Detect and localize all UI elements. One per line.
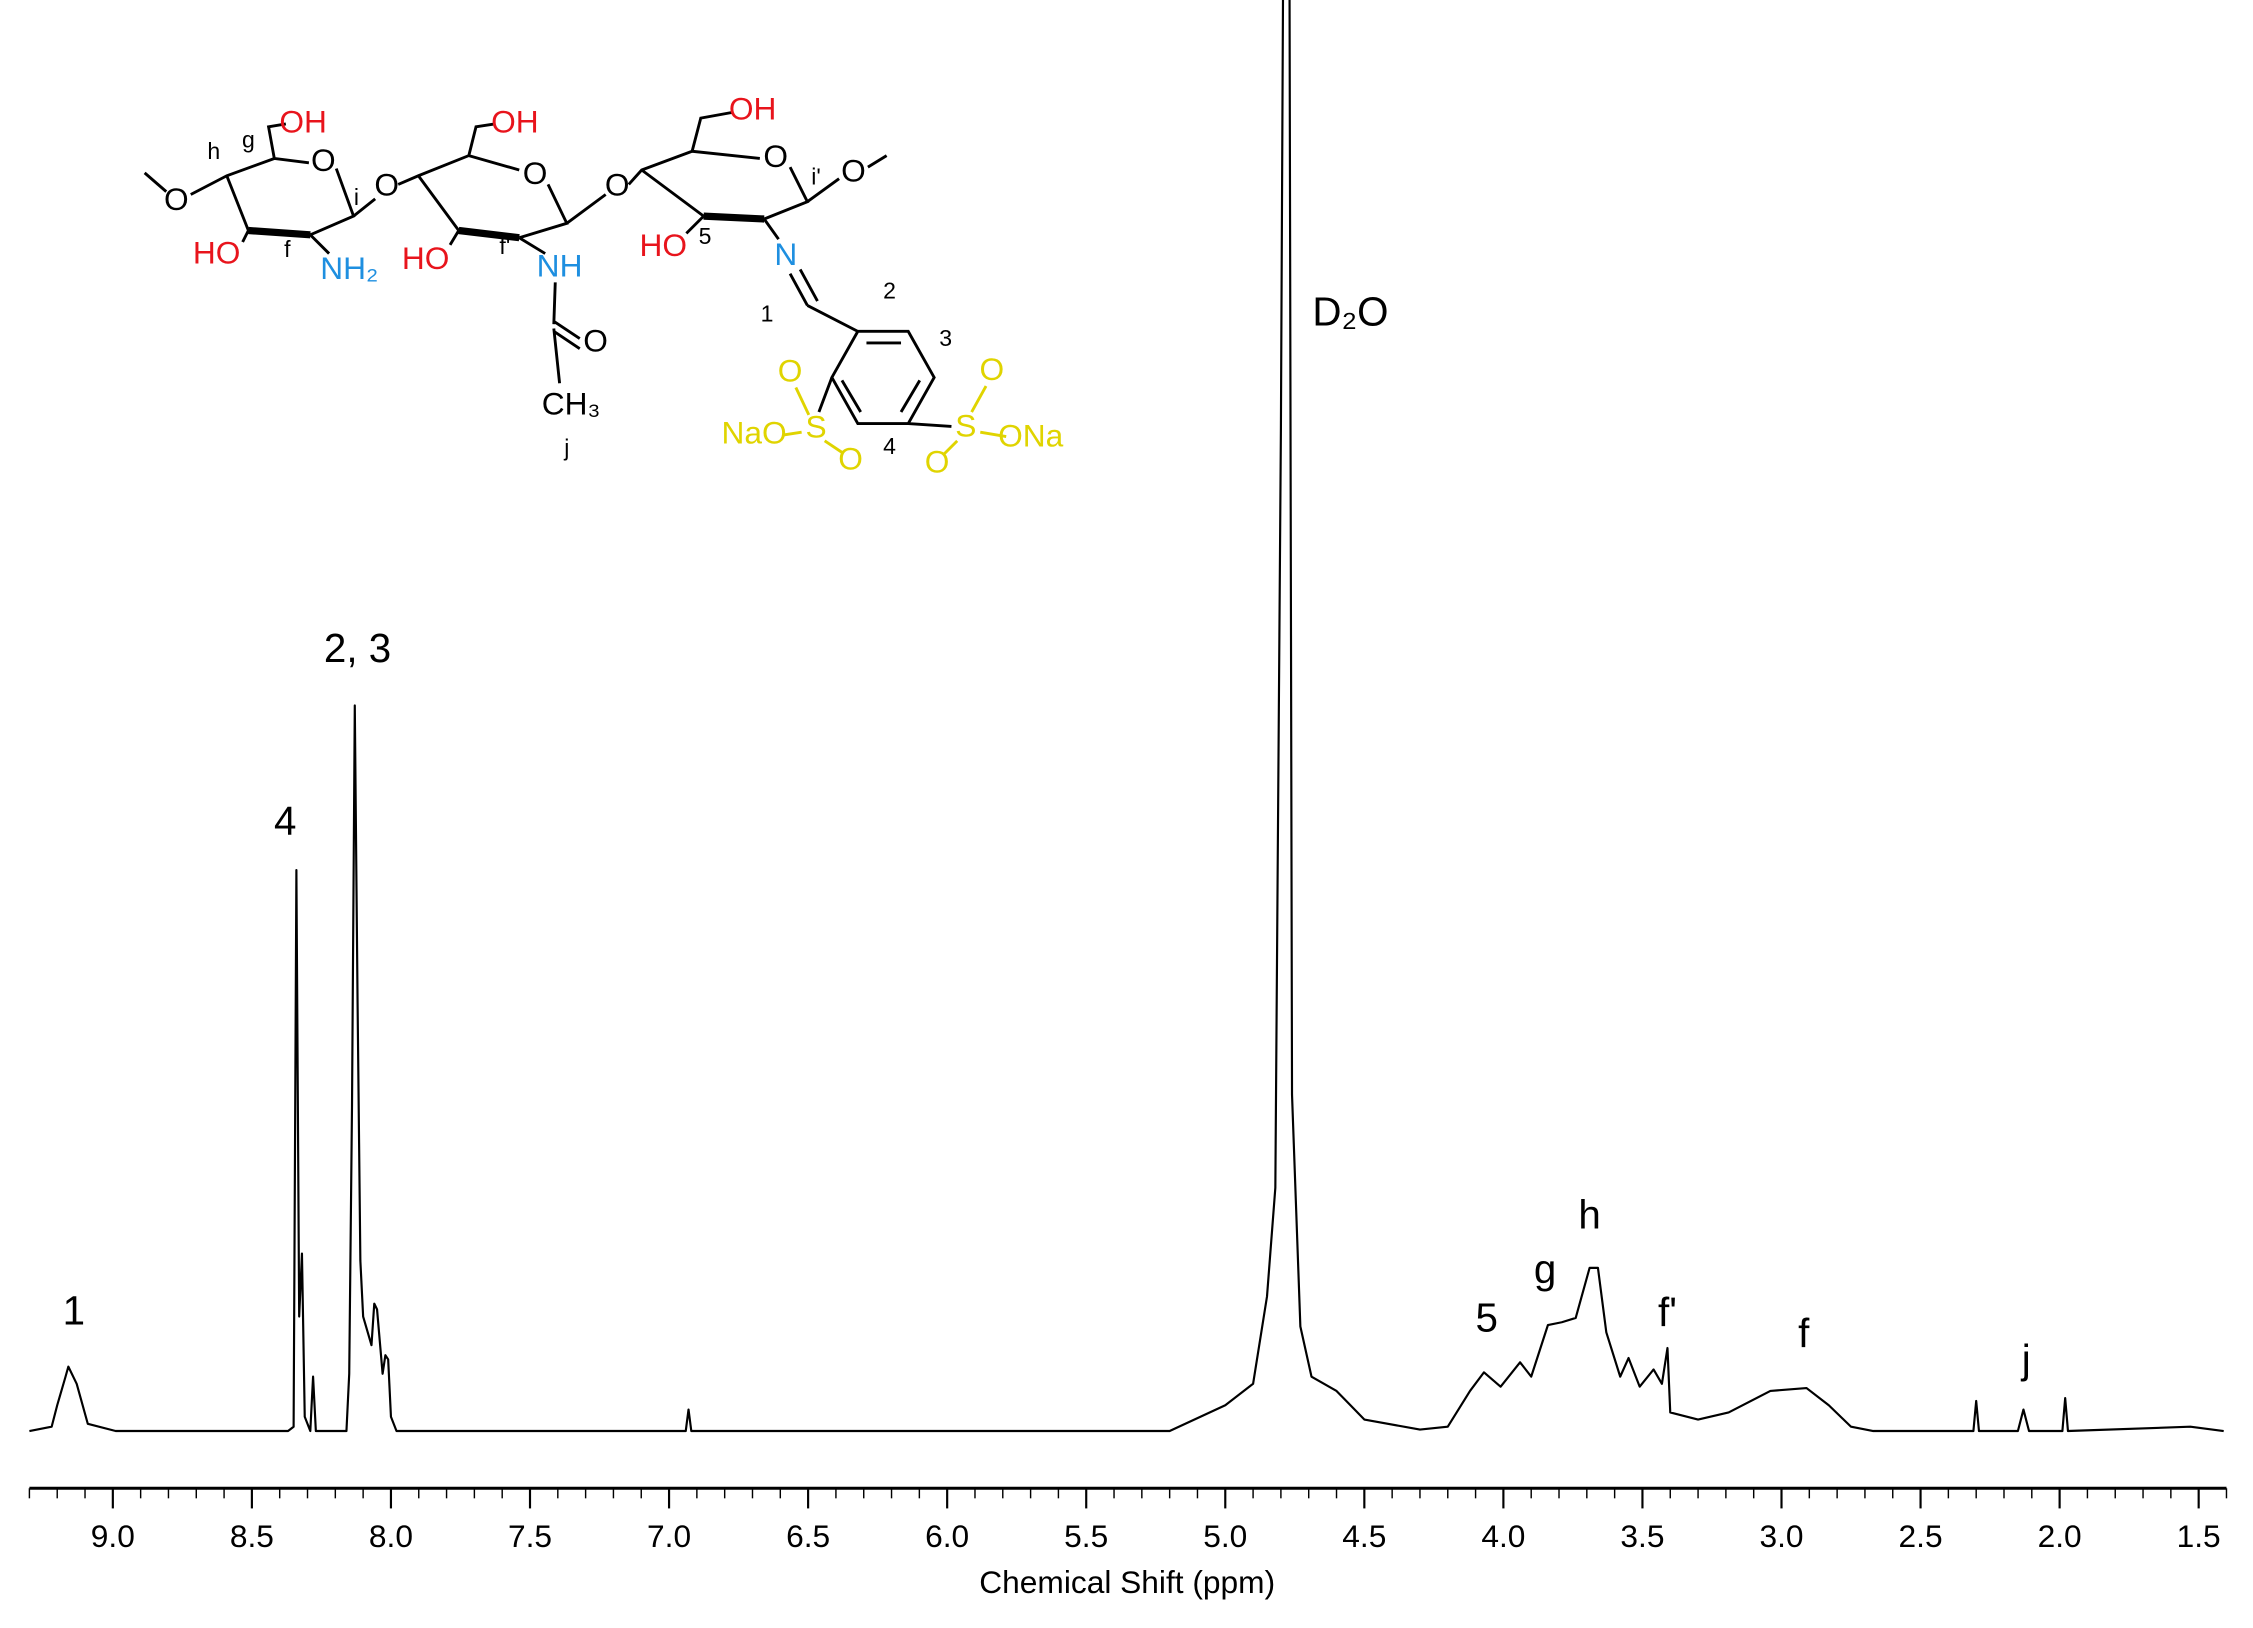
peak-label: h <box>1578 1191 1600 1237</box>
structure-label: f' <box>499 233 510 259</box>
structure-label: O <box>778 353 803 389</box>
structure-label: 2 <box>883 278 896 304</box>
structure-label: S <box>805 409 826 445</box>
structure-label: i' <box>811 164 821 190</box>
x-tick-label: 7.0 <box>647 1518 691 1554</box>
structure-label: 5 <box>699 223 712 249</box>
structure-label: f <box>284 236 291 262</box>
peak-label: g <box>1534 1246 1556 1292</box>
structure-label: g <box>242 126 255 152</box>
structure-label: OH <box>279 103 327 139</box>
x-tick-label: 2.5 <box>1899 1518 1943 1554</box>
peak-label: f <box>1798 1310 1810 1356</box>
peak-label: 1 <box>63 1287 85 1333</box>
structure-label: O <box>523 155 548 191</box>
structure-label: O <box>838 440 863 476</box>
x-tick-label: 5.0 <box>1203 1518 1247 1554</box>
structure-label: N <box>774 236 797 272</box>
structure-label: O <box>841 152 866 188</box>
peak-label: 4 <box>274 798 296 844</box>
structure-label: O <box>311 142 336 178</box>
structure-label: O <box>925 443 950 479</box>
structure-label: OH <box>491 103 539 139</box>
structure-label: O <box>605 167 630 203</box>
x-tick-label: 6.0 <box>925 1518 969 1554</box>
x-tick-label: 5.5 <box>1064 1518 1108 1554</box>
structure-bonds <box>143 110 1007 457</box>
x-axis-title: Chemical Shift (ppm) <box>979 1564 1275 1600</box>
peak-label: 2, 3 <box>324 625 391 671</box>
peak-label: f' <box>1658 1289 1677 1335</box>
spectrum-line <box>29 0 2224 1433</box>
structure-label: O <box>583 322 608 358</box>
peak-label: 5 <box>1475 1294 1497 1340</box>
x-tick-label: 8.5 <box>230 1518 274 1554</box>
structure-label: HO <box>193 234 241 270</box>
structure-label: 3 <box>939 325 952 351</box>
x-tick-label: 3.5 <box>1620 1518 1664 1554</box>
ticks: 9.0 8.5 8.0 7.5 7.0 6.5 6.0 5.5 5.0 4.5 4.0 3.5 3.0 2… <box>28 1488 2228 1554</box>
x-tick-label: 1.5 <box>2177 1518 2221 1554</box>
structure-label: 1 <box>761 301 774 327</box>
structure-label: i <box>354 184 359 210</box>
x-tick-label: 3.0 <box>1759 1518 1803 1554</box>
structure-label: NH₂ <box>320 250 378 286</box>
structure-label: NH <box>537 247 583 283</box>
structure-label: CH₃ <box>542 386 601 422</box>
structure-label: 4 <box>883 433 896 459</box>
structure-label: OH <box>729 90 777 126</box>
structure-label: O <box>164 181 189 217</box>
peak-label: j <box>2021 1336 2031 1382</box>
structure-label: NaO <box>721 414 786 450</box>
structure-label: S <box>955 407 976 443</box>
structure-label: ONa <box>998 417 1064 453</box>
x-tick-label: 7.5 <box>508 1518 552 1554</box>
x-tick-label: 9.0 <box>91 1518 135 1554</box>
structure-label: j <box>563 435 569 461</box>
x-tick-label: 4.5 <box>1342 1518 1386 1554</box>
structure-label: HO <box>640 227 688 263</box>
x-tick-label: 8.0 <box>369 1518 413 1554</box>
x-tick-label: 6.5 <box>786 1518 830 1554</box>
structure-label: O <box>374 167 399 203</box>
structure-label: O <box>763 138 788 174</box>
structure-label: HO <box>402 240 450 276</box>
x-tick-label: 2.0 <box>2038 1518 2082 1554</box>
peak-label: D₂O <box>1312 288 1388 334</box>
annotations: 1 4 2, 3 D₂O 5gh f' f j <box>63 288 2031 1382</box>
structure-label: h <box>207 138 220 164</box>
x-tick-label: 4.0 <box>1481 1518 1525 1554</box>
structure-label: O <box>979 351 1004 387</box>
plot-area <box>29 0 2224 1433</box>
